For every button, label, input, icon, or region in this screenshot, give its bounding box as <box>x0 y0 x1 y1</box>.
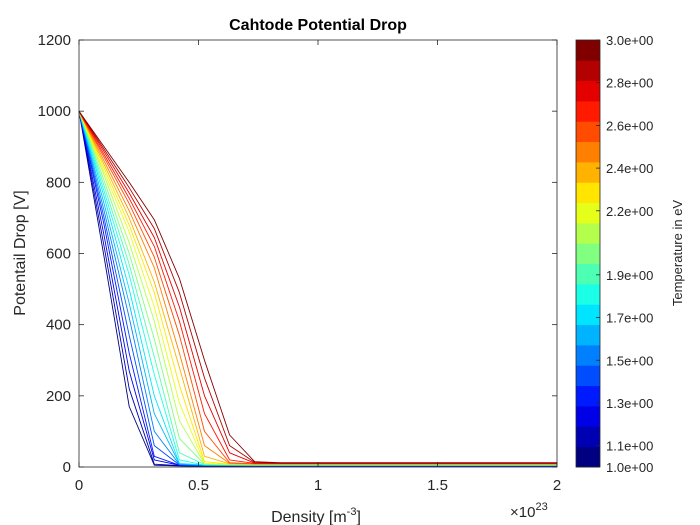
colorbar-band <box>576 243 600 265</box>
x-tick-label: 1 <box>314 477 322 494</box>
colorbar-band <box>576 426 600 448</box>
colorbar-band <box>576 345 600 366</box>
x-axis: 0 0.5 1 1.5 2 <box>75 40 561 494</box>
colorbar-frame <box>575 39 601 468</box>
y-tick-label: 600 <box>46 246 71 263</box>
x-tick-label: 2 <box>553 477 561 494</box>
colorbar-band <box>576 101 600 122</box>
y-tick-label: 1000 <box>38 103 71 120</box>
colorbar-ticks: 1.0e+00 1.1e+00 1.3e+00 1.5e+00 1.7e+00 1.9e+… <box>596 33 653 475</box>
colorbar-band <box>576 446 600 468</box>
colorbar-band <box>576 202 600 224</box>
colorbar-band <box>576 365 600 387</box>
colorbar-band <box>576 141 600 163</box>
x-exponent-label: ×1023 <box>510 501 548 521</box>
colorbar-band <box>576 182 600 204</box>
y-tick-label: 0 <box>63 459 71 476</box>
colorbar-tick-label: 1.7e+00 <box>606 311 653 326</box>
colorbar-tick-label: 1.5e+00 <box>606 353 653 368</box>
colorbar-band <box>576 385 600 407</box>
colorbar-tick-label: 3.0e+00 <box>606 33 653 48</box>
x-tick-label: 1.5 <box>427 477 448 494</box>
colorbar-band <box>576 162 600 183</box>
colorbar-band <box>576 223 600 244</box>
colorbar-label: Temperature in eV <box>670 200 685 307</box>
y-axis: 0 200 400 600 800 1000 1200 <box>38 32 557 476</box>
colorbar-tick-label: 2.2e+00 <box>606 204 653 219</box>
series-line <box>78 110 557 464</box>
y-tick-label: 800 <box>46 174 71 191</box>
y-axis-label: Potentail Drop [V] <box>12 190 29 315</box>
colorbar-tick-label: 1.1e+00 <box>606 439 653 454</box>
colorbar-band <box>576 304 600 326</box>
x-tick-label: 0 <box>75 477 83 494</box>
series-layer <box>78 110 557 467</box>
y-tick-label: 200 <box>46 388 71 405</box>
colorbar-tick-label: 2.4e+00 <box>606 161 653 176</box>
colorbar-band <box>576 263 600 285</box>
colorbar-band <box>576 121 600 143</box>
colorbar-band <box>576 60 600 82</box>
y-tick-label: 400 <box>46 317 71 334</box>
x-axis-label: Density [m-3] <box>271 506 361 525</box>
y-tick-label: 1200 <box>38 32 71 49</box>
colorbar-tick-label: 2.6e+00 <box>606 118 653 133</box>
colorbar-tick-label: 2.8e+00 <box>606 76 653 91</box>
plot-area <box>79 40 557 467</box>
colorbar-tick-label: 1.9e+00 <box>606 268 653 283</box>
colorbar-band <box>576 324 600 346</box>
colorbar <box>576 40 600 468</box>
colorbar-band <box>576 80 600 102</box>
colorbar-band <box>576 284 600 305</box>
colorbar-band <box>576 406 600 427</box>
chart-title: Cahtode Potential Drop <box>229 17 407 34</box>
colorbar-tick-label: 1.3e+00 <box>606 396 653 411</box>
colorbar-tick-label: 1.0e+00 <box>606 460 653 475</box>
x-tick-label: 0.5 <box>188 477 209 494</box>
colorbar-band <box>576 40 600 61</box>
